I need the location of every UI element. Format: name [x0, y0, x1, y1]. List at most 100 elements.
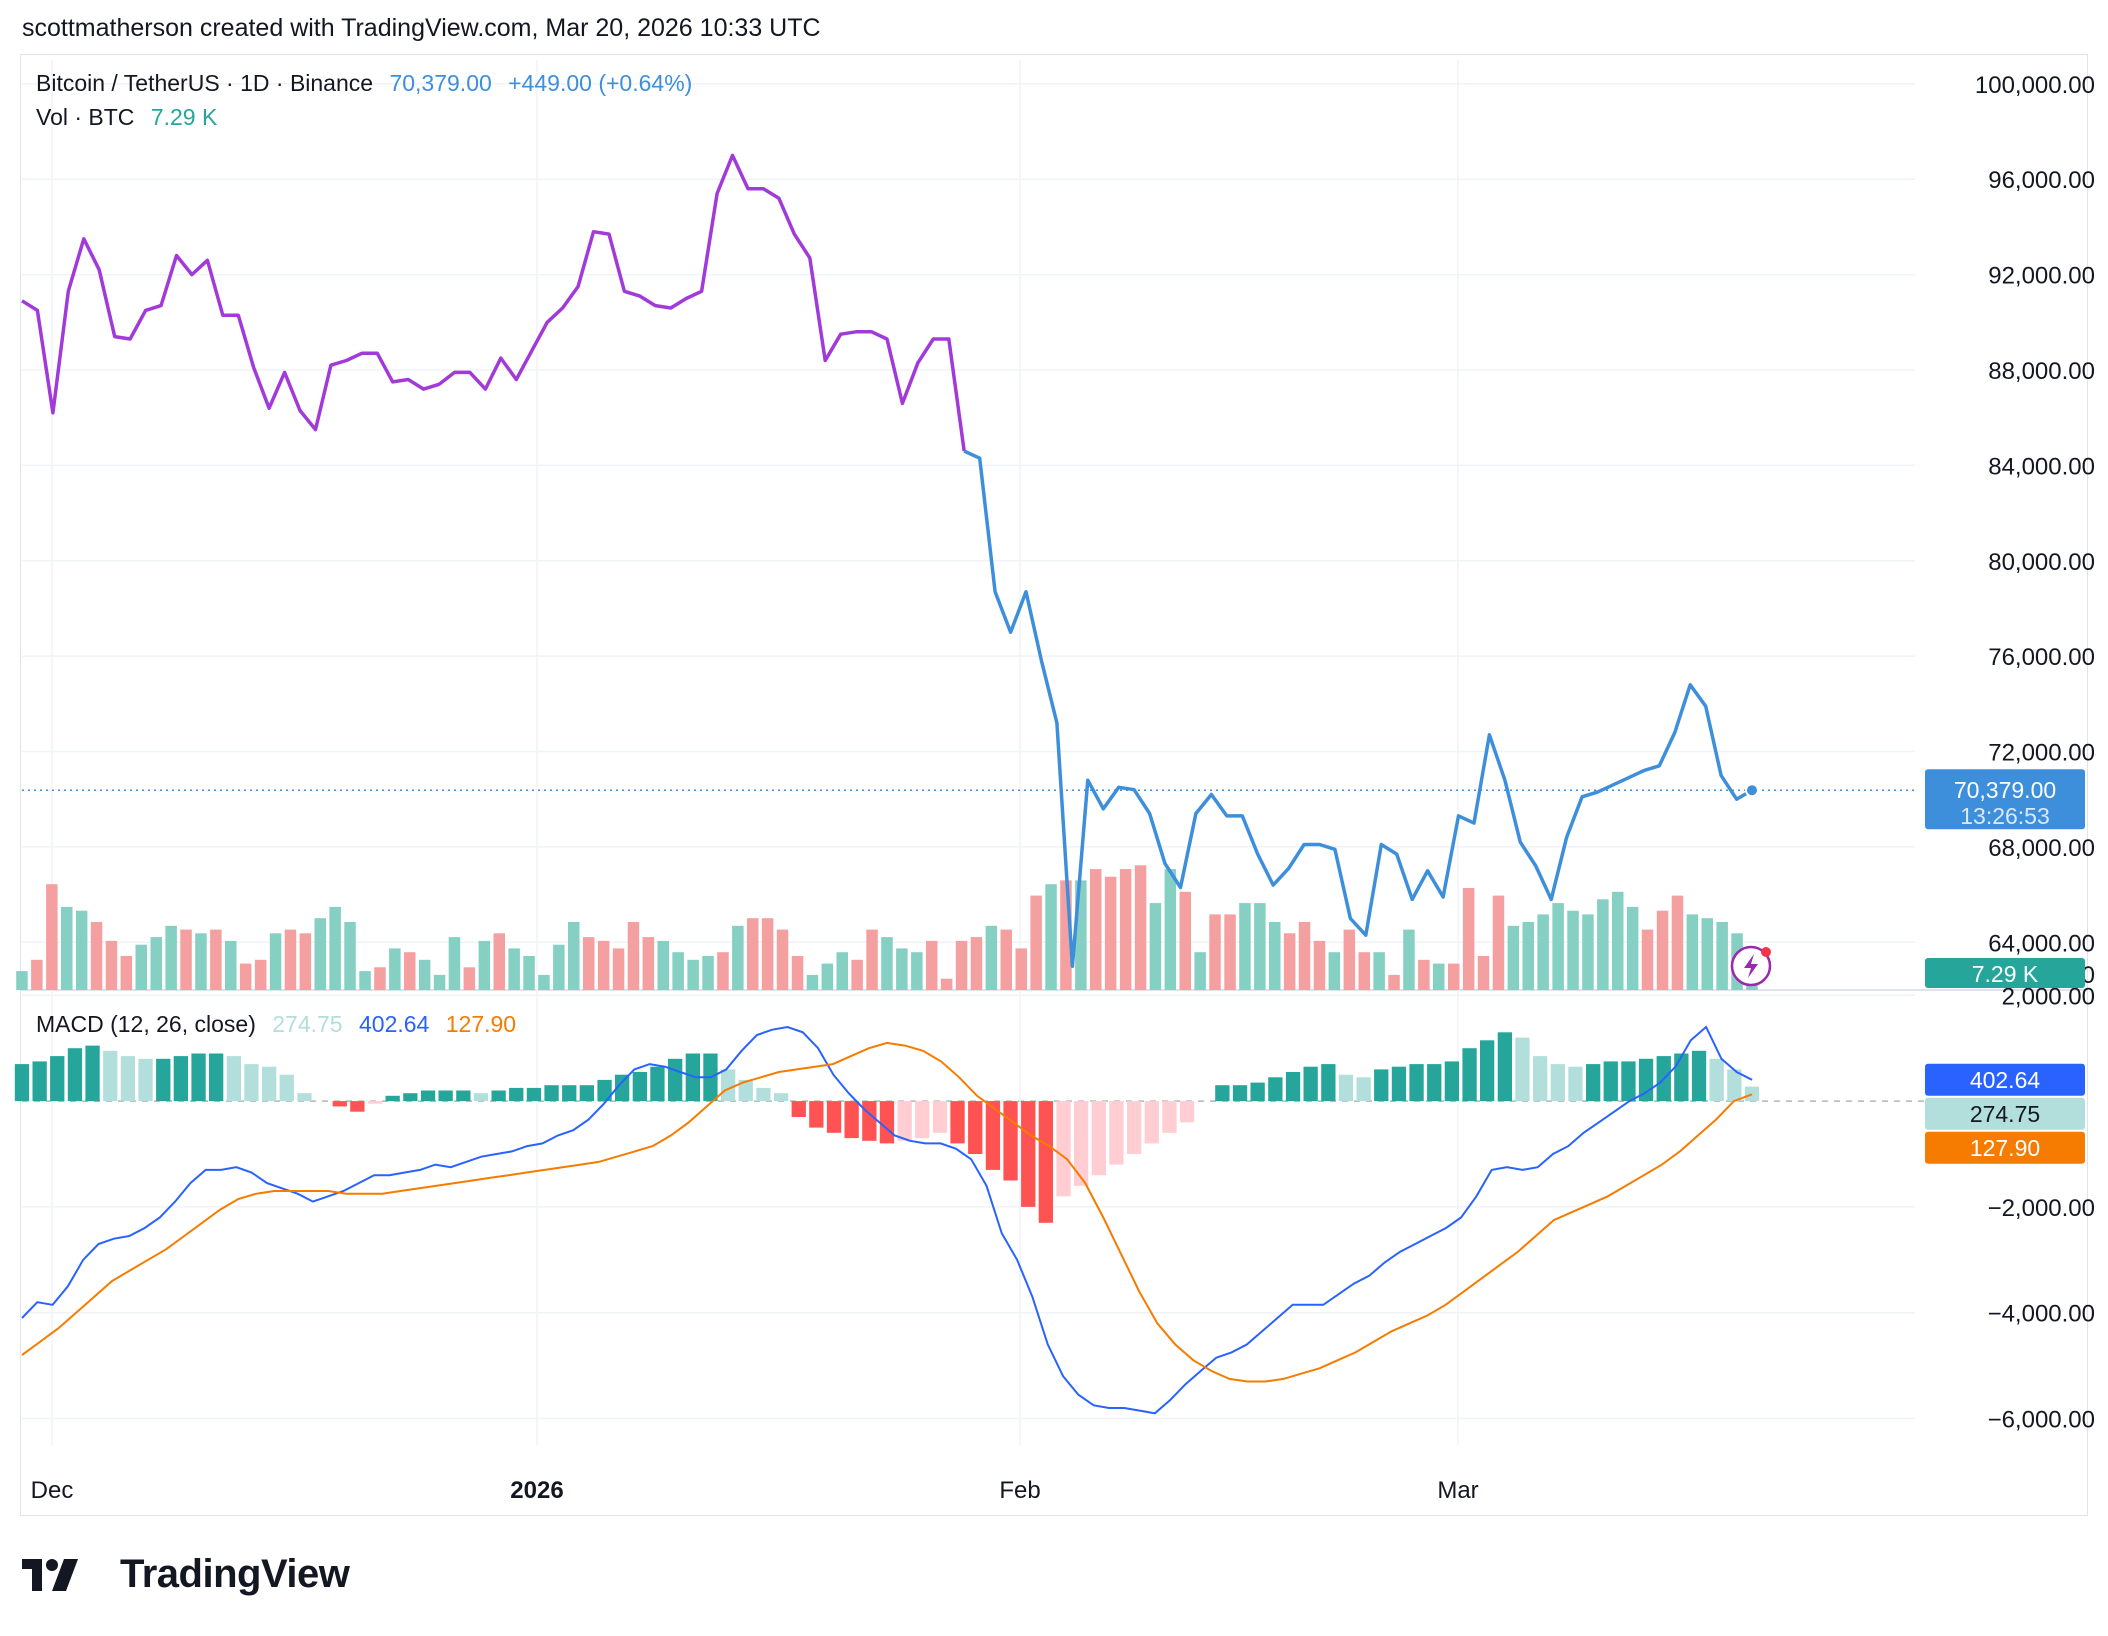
volume-bar — [851, 959, 863, 990]
macd-histogram-bar — [1215, 1085, 1230, 1102]
volume-bar — [1477, 956, 1490, 990]
volume-bar — [508, 948, 520, 990]
macd-histogram-bar — [491, 1090, 506, 1102]
volume-bar — [225, 940, 237, 990]
volume-bar — [597, 940, 610, 990]
macd-histogram-bar — [279, 1074, 294, 1102]
macd-histogram-bar — [597, 1079, 612, 1102]
price-line-early — [21, 153, 966, 452]
macd-histogram-bar — [50, 1056, 65, 1102]
macd-histogram-bar — [1744, 1086, 1760, 1102]
macd-histogram-bar — [968, 1101, 983, 1154]
volume-bar — [1671, 895, 1684, 990]
chart-canvas[interactable]: 100,000.00 96,000.00 92,000.00 88,000.00 84,… — [0, 0, 2108, 1530]
volume-bar — [1179, 891, 1191, 990]
macd-histogram-bar — [1074, 1101, 1089, 1186]
macd-histogram-bar — [1268, 1077, 1283, 1102]
volume-bar — [926, 940, 938, 990]
price-tick-label: 100,000.00 — [1975, 72, 2095, 99]
time-tick-label: Dec — [31, 1477, 74, 1504]
macd-histogram-bar — [420, 1090, 436, 1102]
volume-bar — [61, 906, 73, 990]
macd-histogram-bar — [985, 1101, 1001, 1170]
macd-histogram-bar — [1497, 1032, 1512, 1102]
volume-bar — [1075, 880, 1087, 990]
volume-bar — [1433, 963, 1445, 990]
time-tick-label: Feb — [999, 1477, 1040, 1504]
volume-bar — [239, 963, 252, 990]
symbol-label[interactable]: Bitcoin / TetherUS · 1D · Binance — [36, 70, 374, 96]
volume-bar — [1015, 948, 1027, 990]
volume-bar — [493, 933, 505, 990]
volume-bar — [1090, 869, 1102, 990]
volume-bar — [1626, 906, 1639, 990]
volume-bar — [985, 925, 998, 990]
volume-bar — [314, 918, 326, 990]
macd-histogram-bar — [773, 1093, 789, 1102]
macd-tag-text: 402.64 — [1970, 1067, 2041, 1093]
price-tick-label: 84,000.00 — [1988, 453, 2095, 480]
volume-bar — [269, 933, 282, 990]
macd-histogram-bar — [1409, 1064, 1424, 1102]
volume-bar — [284, 929, 297, 990]
volume-bar — [329, 906, 341, 990]
macd-histogram-bar — [103, 1050, 118, 1102]
volume-tag-text: 7.29 K — [1972, 961, 2039, 987]
volume-bar — [210, 929, 222, 990]
macd-histogram-bar — [897, 1101, 912, 1141]
volume-bar — [1119, 869, 1132, 990]
volume-bar — [1030, 895, 1042, 990]
volume-bar — [1597, 899, 1609, 990]
volume-bar — [1283, 933, 1296, 990]
axes: 100,000.00 96,000.00 92,000.00 88,000.00 84,… — [31, 72, 2095, 1504]
volume-bar — [553, 944, 565, 990]
volume-bar — [866, 929, 878, 990]
macd-histogram-bar — [879, 1101, 895, 1144]
macd-histogram-bar — [191, 1053, 206, 1102]
macd-histogram-bar — [544, 1085, 559, 1102]
macd-histogram-bar — [1374, 1069, 1389, 1102]
macd-lines — [21, 1025, 1753, 1415]
macd-histogram-bar — [1338, 1074, 1354, 1102]
price-legend: Bitcoin / TetherUS · 1D · Binance 70,379… — [36, 70, 702, 97]
volume-bar — [881, 937, 893, 990]
macd-histogram-bar — [209, 1053, 224, 1102]
macd-histogram-bar — [1127, 1101, 1142, 1154]
volume-bar — [120, 956, 133, 990]
macd-tick-label: −6,000.00 — [1988, 1407, 2095, 1434]
volume-bar — [1716, 922, 1728, 990]
volume-label[interactable]: Vol · BTC — [36, 104, 135, 130]
price-change: +449.00 (+0.64%) — [508, 70, 693, 96]
volume-bar — [1298, 922, 1311, 990]
volume-bar — [374, 967, 386, 990]
volume-bar — [1149, 903, 1162, 990]
volume-bar — [75, 910, 88, 990]
volume-bar — [970, 937, 983, 990]
volume-bar — [1507, 925, 1520, 990]
volume-bar — [1313, 940, 1326, 990]
macd-histogram-bar — [367, 1101, 383, 1104]
macd-label[interactable]: MACD (12, 26, close) — [36, 1011, 256, 1037]
brand[interactable]: TradingView — [22, 1552, 350, 1597]
macd-histogram-bar — [85, 1045, 100, 1102]
volume-bar — [1134, 865, 1147, 990]
macd-histogram-bar — [1285, 1072, 1301, 1102]
volume-bar — [702, 956, 714, 990]
macd-histogram-bar — [1021, 1101, 1036, 1207]
macd-histogram-value: 274.75 — [272, 1011, 343, 1037]
snapshot-header: scottmatherson created with TradingView.… — [22, 14, 821, 42]
last-price: 70,379.00 — [389, 70, 492, 96]
macd-histogram-bar — [14, 1064, 30, 1102]
macd-histogram-bar — [1709, 1058, 1724, 1102]
macd-histogram-bar — [1179, 1101, 1195, 1123]
volume-bar — [1194, 952, 1206, 990]
brand-name: TradingView — [120, 1552, 350, 1596]
macd-histogram-bar — [915, 1101, 930, 1139]
macd-histogram-bar — [862, 1101, 877, 1141]
volume-bar — [776, 929, 789, 990]
macd-histogram-bar — [1691, 1050, 1707, 1102]
macd-histogram-bar — [1038, 1101, 1053, 1223]
volume-bar — [627, 922, 640, 990]
last-price-tag-text: 70,379.00 — [1954, 777, 2056, 803]
volume-bar — [105, 940, 118, 990]
